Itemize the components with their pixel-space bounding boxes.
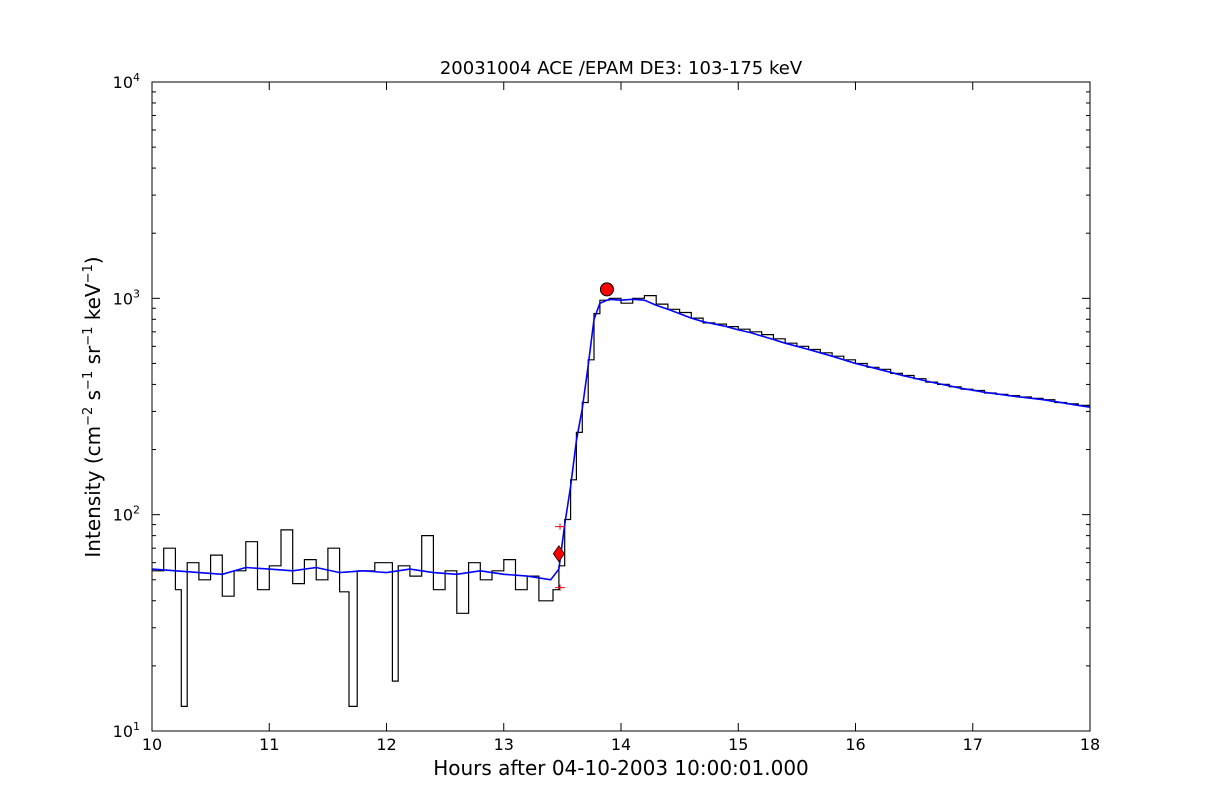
y-tick-label: 103 xyxy=(113,287,140,308)
y-tick-label: 104 xyxy=(113,71,140,92)
peak-marker xyxy=(599,282,614,297)
x-tick-label: 11 xyxy=(259,735,279,754)
y-axis-label: Intensity (cm−2 s−1 sr−1 keV−1) xyxy=(81,256,105,557)
x-axis-label: Hours after 04-10-2003 10:00:01.000 xyxy=(433,756,809,780)
series-layer xyxy=(152,295,1090,707)
x-tick-label: 16 xyxy=(845,735,865,754)
marker-layer xyxy=(552,282,614,591)
x-tick-label: 18 xyxy=(1080,735,1100,754)
y-tick-label: 101 xyxy=(113,720,140,741)
x-axis: 10 11 12 13 14 15 16 17 18 xyxy=(142,82,1100,754)
x-tick-label: 14 xyxy=(611,735,631,754)
x-tick-label: 13 xyxy=(494,735,514,754)
y-axis: 101 102 103 104 xyxy=(113,71,1090,741)
x-tick-label: 12 xyxy=(376,735,396,754)
chart-title: 20031004 ACE /EPAM DE3: 103-175 keV xyxy=(440,58,803,79)
error-bar-marker-2 xyxy=(555,523,566,530)
y-tick-label: 102 xyxy=(113,504,140,525)
onset-marker xyxy=(552,544,565,563)
x-tick-label: 17 xyxy=(963,735,983,754)
x-tick-label: 10 xyxy=(142,735,162,754)
series-2-line xyxy=(152,298,1090,581)
x-tick-label: 15 xyxy=(728,735,748,754)
error-bar-marker-3 xyxy=(555,584,566,591)
